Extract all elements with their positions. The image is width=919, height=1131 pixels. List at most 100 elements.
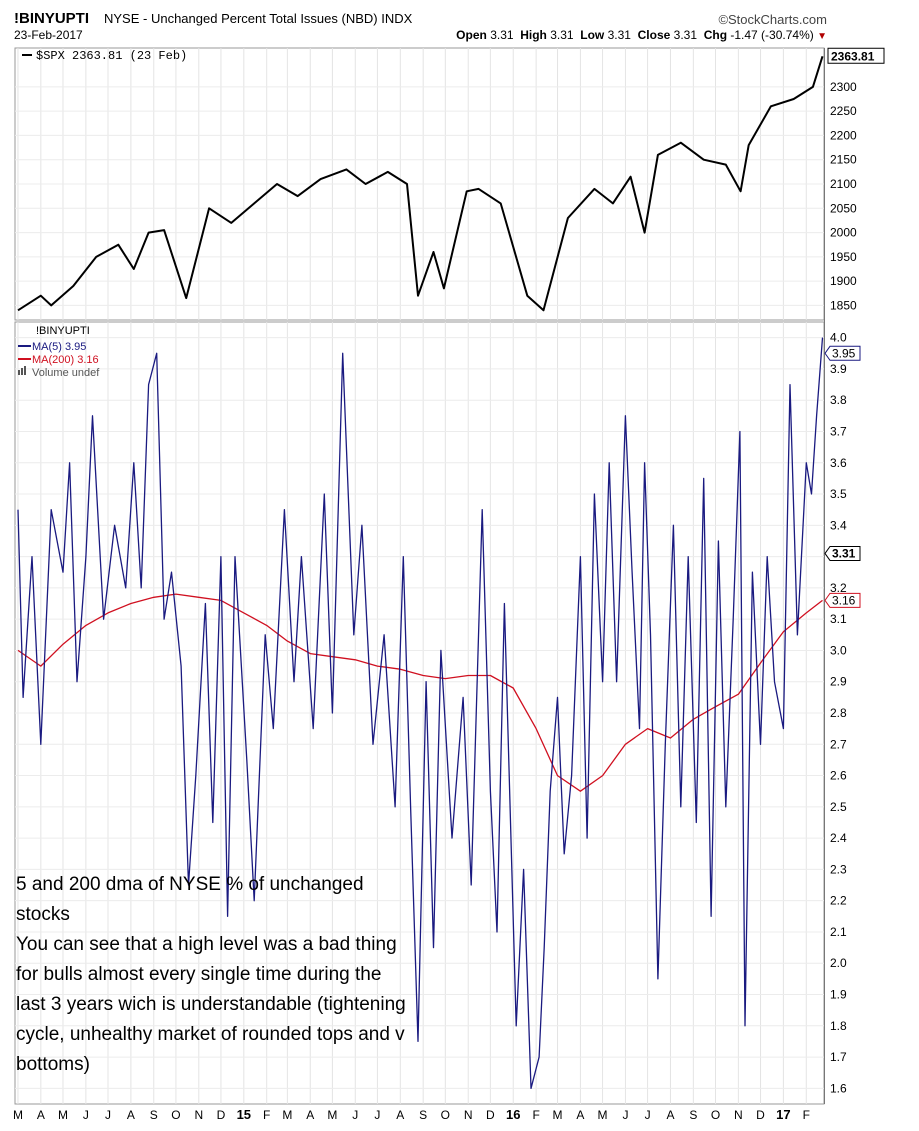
- indicator-y-tick-1.8: 1.8: [830, 1019, 847, 1033]
- indicator-y-tick-3.1: 3.1: [830, 612, 847, 626]
- spx-y-tick-2300: 2300: [830, 80, 857, 94]
- x-tick-label-26: M: [598, 1108, 608, 1122]
- value-tag-label-0: 3.95: [832, 346, 856, 360]
- x-tick-label-3: J: [83, 1108, 89, 1122]
- indicator-y-tick-2.0: 2.0: [830, 956, 847, 970]
- legend-label-1: MA(200) 3.16: [32, 354, 99, 366]
- spx-value-tag: [827, 47, 885, 64]
- legend-label-0: MA(5) 3.95: [32, 341, 86, 353]
- spx-y-tick-2050: 2050: [830, 201, 857, 215]
- x-tick-label-12: M: [282, 1108, 292, 1122]
- x-tick-label-19: O: [441, 1108, 450, 1122]
- indicator-y-tick-3.9: 3.9: [830, 362, 847, 376]
- x-tick-label-33: D: [756, 1108, 765, 1122]
- x-tick-label-2: M: [58, 1108, 68, 1122]
- spx-y-tick-2000: 2000: [830, 226, 857, 240]
- volume-bars-icon: [18, 370, 20, 375]
- x-tick-label-28: J: [645, 1108, 651, 1122]
- x-tick-label-8: N: [194, 1108, 203, 1122]
- chart-header: !BINYUPTI NYSE - Unchanged Percent Total…: [0, 0, 919, 66]
- x-tick-label-30: S: [689, 1108, 697, 1122]
- high-value: 3.31: [550, 28, 574, 42]
- ma5-line: [17, 337, 824, 1090]
- x-tick-label-10: 15: [237, 1107, 251, 1122]
- x-tick-label-11: F: [263, 1108, 270, 1122]
- x-tick-label-24: M: [553, 1108, 563, 1122]
- x-tick-label-27: J: [622, 1108, 628, 1122]
- open-label: Open: [456, 28, 487, 42]
- indicator-y-tick-2.2: 2.2: [830, 894, 847, 908]
- indicator-y-tick-2.1: 2.1: [830, 925, 847, 939]
- x-tick-label-32: N: [734, 1108, 743, 1122]
- indicator-y-tick-3.7: 3.7: [830, 424, 847, 438]
- symbol-title: !BINYUPTI: [14, 10, 89, 27]
- value-tag-label-1: 3.31: [832, 546, 856, 560]
- spx-price-line: [17, 56, 824, 312]
- x-tick-label-0: M: [13, 1108, 23, 1122]
- down-arrow-icon: ▼: [817, 31, 827, 42]
- x-tick-label-20: N: [464, 1108, 473, 1122]
- indicator-y-tick-3.5: 3.5: [830, 487, 847, 501]
- x-tick-label-29: A: [666, 1108, 674, 1122]
- chg-label: Chg: [703, 28, 728, 42]
- spx-y-tick-2250: 2250: [830, 104, 857, 118]
- indicator-y-tick-3.2: 3.2: [830, 581, 847, 595]
- spx-y-tick-1950: 1950: [830, 250, 857, 264]
- spx-y-tick-1900: 1900: [830, 274, 857, 288]
- indicator-y-tick-3.6: 3.6: [830, 456, 847, 470]
- spx-legend-label: $SPX 2363.81 (23 Feb): [36, 49, 187, 63]
- spx-y-tick-2150: 2150: [830, 153, 857, 167]
- open-value: 3.31: [490, 28, 514, 42]
- value-tag-1: [824, 545, 861, 561]
- x-tick-label-13: A: [306, 1108, 314, 1122]
- chg-value: -1.47 (-30.74%): [730, 28, 814, 42]
- x-tick-label-1: A: [37, 1108, 45, 1122]
- indicator-y-tick-2.8: 2.8: [830, 706, 847, 720]
- indicator-y-tick-2.3: 2.3: [830, 862, 847, 876]
- value-tag-label-2: 3.16: [832, 593, 856, 607]
- brand-logo: ©StockCharts.com: [718, 12, 827, 27]
- spx-y-tick-2200: 2200: [830, 128, 857, 142]
- close-value: 3.31: [673, 28, 698, 42]
- low-value: 3.31: [607, 28, 631, 42]
- x-tick-label-17: A: [396, 1108, 404, 1122]
- indicator-y-tick-2.5: 2.5: [830, 800, 847, 814]
- indicator-y-tick-3.0: 3.0: [830, 643, 847, 657]
- low-label: Low: [580, 28, 605, 42]
- spx-y-tick-1850: 1850: [830, 298, 857, 312]
- x-tick-label-31: O: [711, 1108, 720, 1122]
- indicator-y-tick-2.9: 2.9: [830, 675, 847, 689]
- spx-y-tick-2100: 2100: [830, 177, 857, 191]
- symbol-description: NYSE - Unchanged Percent Total Issues (N…: [104, 11, 413, 26]
- indicator-y-tick-2.7: 2.7: [830, 737, 847, 751]
- x-tick-label-6: S: [150, 1108, 158, 1122]
- x-tick-label-18: S: [419, 1108, 427, 1122]
- x-tick-label-5: A: [127, 1108, 135, 1122]
- annotation-text: 5 and 200 dma of NYSE % of unchanged sto…: [16, 874, 406, 1075]
- x-tick-label-7: O: [171, 1108, 180, 1122]
- indicator-y-tick-1.7: 1.7: [830, 1050, 847, 1064]
- value-tag-0: [824, 345, 861, 361]
- x-tick-label-35: F: [803, 1108, 810, 1122]
- x-tick-label-21: D: [486, 1108, 495, 1122]
- indicator-y-tick-1.6: 1.6: [830, 1081, 847, 1095]
- legend-label-2: Volume undef: [32, 367, 100, 379]
- x-tick-label-25: A: [576, 1108, 584, 1122]
- spx-value-tag-label: 2363.81: [831, 49, 875, 63]
- x-tick-label-16: J: [374, 1108, 380, 1122]
- x-tick-label-34: 17: [776, 1107, 790, 1122]
- x-tick-label-14: M: [327, 1108, 337, 1122]
- indicator-y-tick-3.8: 3.8: [830, 393, 847, 407]
- x-tick-label-9: D: [217, 1108, 226, 1122]
- indicator-y-tick-4.0: 4.0: [830, 331, 847, 345]
- volume-bars-icon: [24, 366, 26, 375]
- x-tick-label-15: J: [352, 1108, 358, 1122]
- x-tick-label-22: 16: [506, 1107, 520, 1122]
- value-tag-2: [824, 592, 861, 608]
- indicator-title: !BINYUPTI: [36, 325, 90, 337]
- ohlc-readout: Open 3.31 High 3.31 Low 3.31 Close 3.31 …: [456, 28, 827, 42]
- price-axis-line: [824, 48, 825, 1104]
- indicator-y-tick-3.4: 3.4: [830, 518, 847, 532]
- indicator-y-tick-1.9: 1.9: [830, 988, 847, 1002]
- indicator-y-tick-2.4: 2.4: [830, 831, 847, 845]
